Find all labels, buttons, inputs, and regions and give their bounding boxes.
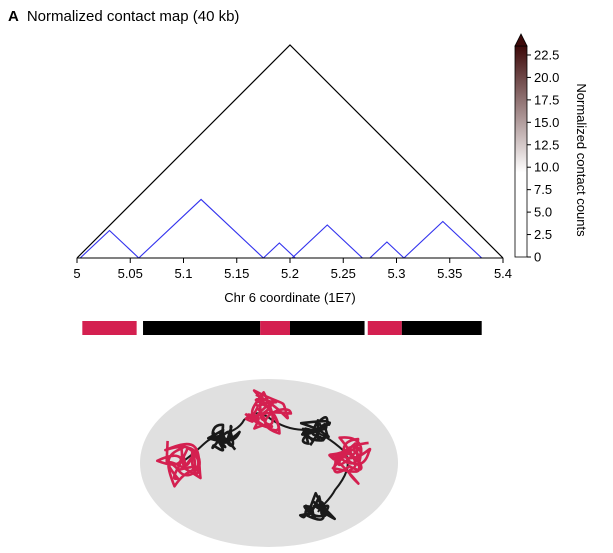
compartment-segment-inactive: [290, 321, 365, 335]
panel-letter: A: [8, 8, 19, 25]
colorbar-tick-label: 7.5: [534, 182, 552, 197]
colorbar-gradient: [514, 45, 528, 258]
chromatin-domain-active: [156, 440, 202, 488]
compartment-segment-inactive: [401, 321, 482, 335]
chromatin-fibers: [156, 389, 372, 521]
chromatin-domain-inactive: [207, 423, 241, 452]
x-tick-label: 5: [73, 266, 80, 281]
colorbar-tick-label: 20.0: [534, 70, 559, 85]
x-tick-label: 5.3: [387, 266, 405, 281]
domain-triangles: [76, 44, 504, 259]
domain-triangle-1: [79, 229, 140, 259]
compartment-segment-active: [260, 321, 290, 335]
colorbar-tick-label: 15.0: [534, 115, 559, 130]
colorbar-tick-label: 10.0: [534, 160, 559, 175]
colorbar-ticks: 0 2.5 5.0 7.5 10.0 12.5 15.0 17.5 20.0 22.5: [527, 47, 559, 265]
chromatin-domain-active: [328, 436, 372, 485]
x-tick-label: 5.2: [281, 266, 299, 281]
chromatin-domain-inactive: [299, 416, 332, 446]
x-tick-label: 5.15: [224, 266, 249, 281]
domain-triangle-2: [138, 198, 264, 259]
x-tick-label: 5.1: [174, 266, 192, 281]
colorbar-tick-label: 22.5: [534, 47, 559, 62]
compartment-segment-inactive: [143, 321, 261, 335]
domain-triangle-6: [403, 220, 483, 259]
domain-triangle-5: [369, 241, 405, 259]
x-tick-label: 5.4: [494, 266, 512, 281]
chromatin-domain-active: [244, 389, 293, 435]
colorbar-top-arrow: [514, 33, 528, 47]
x-tick-label: 5.25: [331, 266, 356, 281]
chromatin-domain-inactive: [299, 491, 336, 521]
colorbar-title: Normalized contact counts: [574, 83, 589, 237]
colorbar-tick-label: 12.5: [534, 137, 559, 152]
domain-triangle-outer: [76, 44, 504, 259]
colorbar-tick-label: 2.5: [534, 227, 552, 242]
chromatin-nucleus-illustration: [140, 379, 398, 547]
nucleus-ellipse: [140, 379, 398, 547]
domain-triangle-4: [291, 224, 363, 259]
x-axis-title: Chr 6 coordinate (1E7): [224, 290, 356, 305]
compartment-segment-active: [82, 321, 137, 335]
colorbar-tick-label: 5.0: [534, 205, 552, 220]
x-axis-ticks: 5 5.05 5.1 5.15 5.2 5.25 5.3 5.35 5.4: [73, 258, 512, 281]
colorbar-tick-label: 0: [534, 250, 541, 265]
colorbar: 0 2.5 5.0 7.5 10.0 12.5 15.0 17.5 20.0 22.5 Norma…: [514, 33, 589, 265]
x-tick-label: 5.05: [118, 266, 143, 281]
compartment-bar: [82, 321, 482, 335]
x-tick-label: 5.35: [437, 266, 462, 281]
panel-title: A Normalized contact map (40 kb): [8, 8, 239, 25]
colorbar-tick-label: 17.5: [534, 92, 559, 107]
panel-title-text: Normalized contact map (40 kb): [26, 8, 240, 25]
compartment-segment-active: [367, 321, 402, 335]
domain-triangle-3: [262, 242, 296, 259]
